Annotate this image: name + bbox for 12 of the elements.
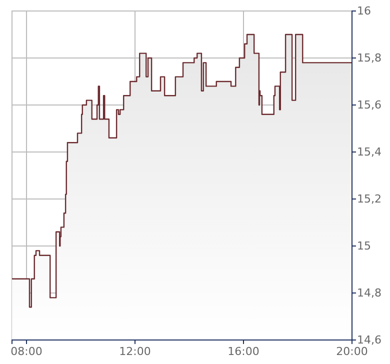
x-tick-label: 12:00 <box>119 344 151 358</box>
x-tick-label: 16:00 <box>228 344 260 358</box>
y-tick-label: 15,2 <box>357 192 382 206</box>
y-tick-label: 14,6 <box>357 334 382 347</box>
y-tick-label: 15,4 <box>357 146 382 159</box>
y-tick-label: 15,6 <box>357 98 382 112</box>
x-tick-label: 20:00 <box>336 344 368 358</box>
x-tick-label: 08:00 <box>10 344 42 358</box>
y-tick-label: 15,8 <box>357 52 382 65</box>
y-tick-label: 14,8 <box>357 286 382 300</box>
y-tick-label: 16 <box>357 4 371 18</box>
y-tick-label: 15 <box>357 240 371 253</box>
